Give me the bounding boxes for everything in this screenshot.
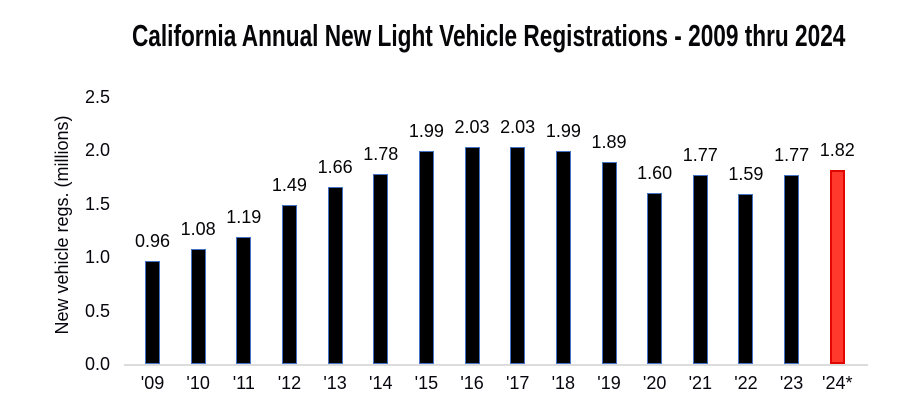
y-tick-label: 1.0 (84, 247, 110, 268)
bar-12 (281, 204, 297, 364)
bar-15 (418, 151, 434, 364)
y-tick-label: 0.0 (84, 354, 110, 374)
bar-11 (236, 236, 252, 364)
bar-20 (647, 193, 663, 364)
x-tick-label: '10 (186, 373, 210, 393)
x-tick-label: '23 (779, 373, 804, 393)
bar-17 (510, 147, 526, 364)
x-tick-label: '15 (414, 373, 439, 393)
bar-value-label: 0.96 (134, 231, 171, 252)
y-tick-label: 2.0 (84, 140, 110, 161)
x-tick-label: '09 (140, 373, 165, 393)
bar-value-label: 2.03 (500, 117, 536, 138)
x-tick-label: '12 (277, 373, 302, 393)
bar-18 (555, 151, 571, 364)
bar-value-label: 1.82 (819, 139, 855, 160)
bar-value-label: 1.66 (317, 156, 353, 177)
x-tick-label: '22 (734, 373, 758, 393)
chart-title: California Annual New Light Vehicle Regi… (131, 18, 846, 53)
bar-value-label: 1.59 (728, 164, 764, 185)
x-tick-label: '18 (551, 373, 576, 393)
bar-value-label: 2.03 (454, 117, 490, 138)
bar-23 (784, 174, 800, 364)
bar-value-label: 1.19 (226, 206, 262, 227)
x-axis-line (124, 364, 868, 366)
y-tick-label: 1.5 (84, 193, 110, 214)
x-tick-label: '14 (369, 373, 393, 393)
x-tick-label: '20 (642, 373, 667, 393)
x-tick-label: '21 (688, 373, 713, 393)
x-tick-label: '19 (597, 373, 621, 393)
bar-value-label: 1.99 (545, 121, 581, 142)
bar-22 (738, 194, 754, 364)
bar-13 (327, 186, 343, 364)
x-tick-label: '16 (460, 373, 484, 393)
bar-value-label: 1.78 (363, 143, 399, 164)
bar-value-label: 1.77 (682, 144, 718, 165)
bar-value-label: 1.60 (637, 163, 673, 184)
bar-09 (145, 261, 160, 364)
x-tick-label: '13 (323, 373, 347, 393)
y-tick-label: 0.5 (84, 300, 110, 321)
bar-16 (464, 147, 480, 364)
bar-value-label: 1.49 (271, 174, 307, 195)
bar-value-label: 1.77 (774, 144, 810, 165)
bar-value-label: 1.08 (180, 218, 216, 239)
x-tick-label: '17 (505, 373, 530, 393)
bar-24 (829, 169, 845, 364)
x-tick-label: '11 (232, 373, 255, 393)
bar-value-label: 1.99 (408, 121, 444, 142)
bar-value-label: 1.89 (591, 132, 627, 153)
y-tick-label: 2.5 (84, 87, 110, 107)
bar-21 (692, 174, 708, 364)
bar-14 (373, 173, 389, 364)
bar-10 (190, 248, 206, 364)
x-tick-label: '24* (822, 373, 853, 393)
chart-title-row: California Annual New Light Vehicle Regi… (0, 18, 906, 53)
bar-19 (601, 162, 617, 364)
